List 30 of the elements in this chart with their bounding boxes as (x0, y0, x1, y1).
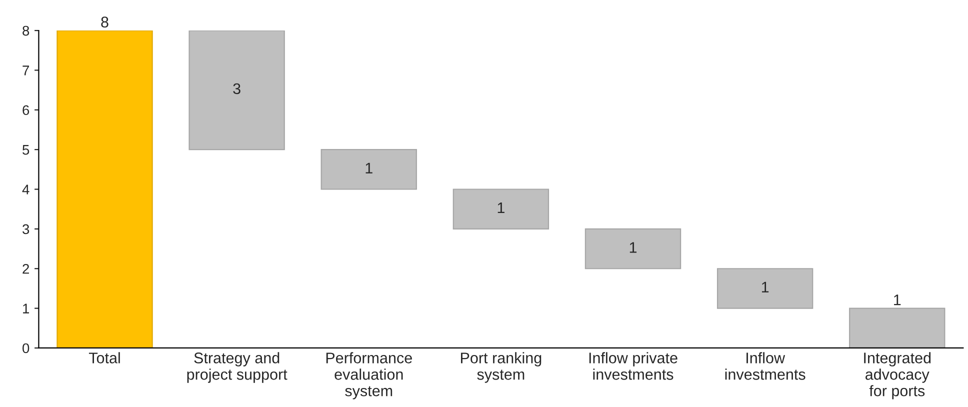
data-label: 1 (894, 294, 901, 306)
y-tick-label: 8 (22, 26, 30, 36)
y-tick-label: 5 (22, 145, 30, 155)
y-tick-label: 4 (22, 184, 30, 194)
x-tick-label: Port ranking system (461, 352, 542, 383)
x-tick-label: Inflow investments (725, 352, 806, 380)
bar (849, 308, 946, 348)
bar (584, 228, 682, 270)
y-tick-label: 1 (23, 304, 30, 314)
x-tick-label: Integrated advocacy for ports (864, 352, 931, 400)
x-tick-label: Inflow private investments (589, 352, 678, 380)
y-tick-label: 6 (22, 105, 30, 116)
data-label: 1 (498, 202, 504, 214)
x-tick-label: Total (88, 352, 120, 364)
bar (188, 30, 285, 150)
y-tick-label: 2 (22, 264, 29, 274)
x-tick-label: Strategy and project support (187, 352, 288, 383)
data-label: 1 (630, 242, 637, 253)
x-tick-label: Performance evaluation system (326, 352, 412, 400)
y-tick-label: 3 (22, 224, 30, 234)
y-tick-label: 7 (22, 66, 29, 76)
bar (56, 30, 153, 348)
data-label: 8 (101, 16, 108, 28)
bar (320, 149, 417, 190)
data-label: 1 (366, 162, 372, 174)
data-label: 3 (233, 83, 240, 94)
y-tick-label: 0 (22, 343, 30, 354)
data-label: 1 (762, 282, 769, 292)
bar (716, 268, 814, 309)
bar (452, 188, 550, 230)
